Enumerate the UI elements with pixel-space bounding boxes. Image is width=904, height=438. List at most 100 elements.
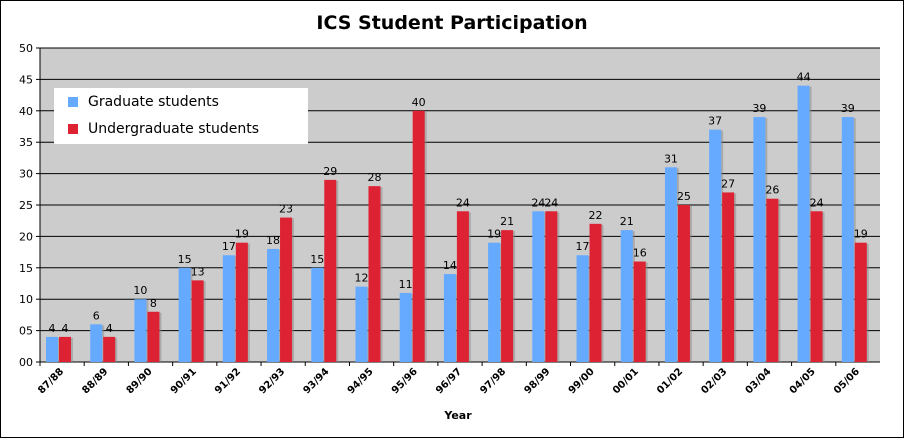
bar-graduate <box>46 336 58 362</box>
bar-undergraduate <box>677 205 690 362</box>
data-label: 17 <box>576 240 590 253</box>
data-label: 40 <box>412 96 426 109</box>
data-label: 23 <box>279 203 293 216</box>
y-tick-label: 50 <box>19 42 33 55</box>
data-label: 6 <box>93 309 100 322</box>
legend-item-graduate: Graduate students <box>68 93 219 111</box>
data-label: 21 <box>500 215 514 228</box>
data-label: 16 <box>633 247 647 260</box>
x-tick-label: 94/95 <box>346 366 376 396</box>
bar-graduate <box>753 117 766 362</box>
bar-undergraduate <box>368 186 381 362</box>
data-label: 4 <box>106 322 113 335</box>
bar-graduate <box>797 85 810 363</box>
data-label: 26 <box>765 184 779 197</box>
bar-undergraduate <box>59 336 71 362</box>
x-tick-label: 05/06 <box>832 366 862 396</box>
data-label: 24 <box>456 196 470 209</box>
data-label: 15 <box>310 253 324 266</box>
legend-label-undergraduate: Undergraduate students <box>88 121 260 137</box>
bar-graduate <box>620 230 633 362</box>
bar-undergraduate <box>766 198 779 362</box>
bar-undergraduate <box>324 179 337 362</box>
x-tick-label: 92/93 <box>257 366 287 396</box>
bar-undergraduate <box>545 211 558 362</box>
data-label: 14 <box>443 259 457 272</box>
data-label: 24 <box>544 196 558 209</box>
bar-undergraduate <box>589 223 602 362</box>
data-label: 18 <box>266 234 280 247</box>
legend-item-undergraduate: Undergraduate students <box>68 120 260 138</box>
data-label: 24 <box>531 196 545 209</box>
legend-swatch-undergraduate <box>68 124 78 134</box>
x-axis-title: Year <box>444 409 472 422</box>
bar-graduate <box>222 255 235 362</box>
x-tick-label: 97/98 <box>478 366 508 396</box>
data-label: 37 <box>708 115 722 128</box>
y-tick-label: 45 <box>19 73 33 86</box>
bar-graduate <box>488 242 501 362</box>
data-label: 25 <box>677 190 691 203</box>
bar-graduate <box>841 117 854 362</box>
data-label: 13 <box>191 265 205 278</box>
bar-undergraduate <box>147 311 160 362</box>
x-tick-label: 91/92 <box>213 366 243 396</box>
data-label: 8 <box>150 297 157 310</box>
bar-undergraduate <box>191 280 204 362</box>
y-tick-label: 10 <box>19 293 33 306</box>
data-label: 31 <box>664 152 678 165</box>
x-tick-label: 96/97 <box>434 366 464 396</box>
bar-undergraduate <box>722 192 735 362</box>
data-label: 44 <box>797 71 811 84</box>
data-label: 15 <box>178 253 192 266</box>
data-label: 29 <box>323 165 337 178</box>
x-tick-label: 87/88 <box>36 366 66 396</box>
legend-swatch-graduate <box>68 97 78 107</box>
bar-graduate <box>90 324 103 362</box>
data-label: 28 <box>367 171 381 184</box>
bar-graduate <box>443 274 456 362</box>
data-label: 21 <box>620 215 634 228</box>
x-tick-label: 98/99 <box>523 366 553 396</box>
y-tick-label: 05 <box>19 325 33 338</box>
y-tick-label: 20 <box>19 230 33 243</box>
legend: Graduate students Undergraduate students <box>54 88 308 144</box>
x-tick-label: 02/03 <box>699 366 729 396</box>
y-tick-label: 35 <box>19 136 33 149</box>
data-label: 12 <box>354 272 368 285</box>
bar-undergraduate <box>103 336 116 362</box>
bar-undergraduate <box>633 261 646 362</box>
y-tick-label: 00 <box>19 356 33 369</box>
x-tick-label: 04/05 <box>788 366 818 396</box>
x-tick-label: 88/89 <box>80 366 110 396</box>
data-label: 4 <box>62 322 69 335</box>
y-tick-label: 25 <box>19 199 33 212</box>
bar-graduate <box>134 299 147 362</box>
data-label: 10 <box>133 284 147 297</box>
x-tick-label: 95/96 <box>390 366 420 396</box>
data-label: 39 <box>752 102 766 115</box>
bar-undergraduate <box>501 230 514 362</box>
bar-graduate <box>709 129 722 362</box>
chart-title: ICS Student Participation <box>316 12 588 34</box>
y-tick-label: 30 <box>19 168 33 181</box>
bar-graduate <box>267 248 280 362</box>
x-tick-label: 03/04 <box>744 366 774 396</box>
bar-undergraduate <box>810 211 823 362</box>
bar-graduate <box>311 267 324 362</box>
y-tick-label: 15 <box>19 262 33 275</box>
data-label: 4 <box>49 322 56 335</box>
x-tick-label: 99/00 <box>567 366 597 396</box>
bar-graduate <box>576 255 589 362</box>
bar-undergraduate <box>456 211 469 362</box>
bar-undergraduate <box>412 110 425 362</box>
data-label: 11 <box>399 278 413 291</box>
data-label: 19 <box>235 228 249 241</box>
bar-graduate <box>399 292 412 362</box>
bar-undergraduate <box>235 242 248 362</box>
x-tick-label: 01/02 <box>655 366 685 396</box>
data-label: 27 <box>721 177 735 190</box>
data-label: 22 <box>589 209 603 222</box>
bar-graduate <box>532 211 545 362</box>
